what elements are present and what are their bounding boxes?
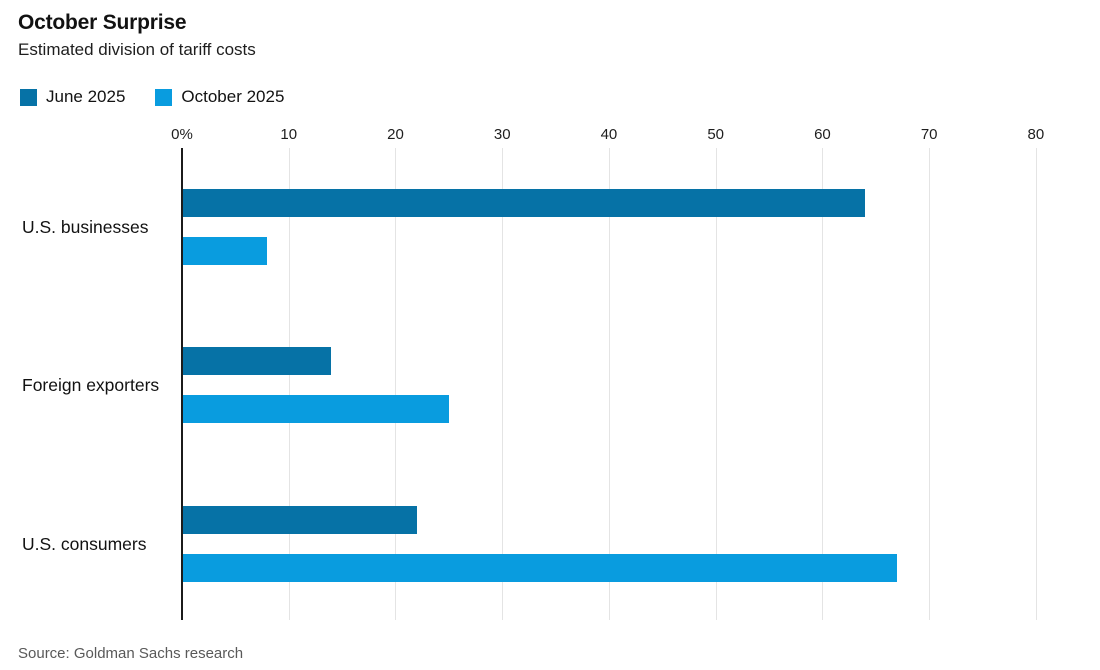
x-tick-label: 10 [280, 126, 298, 143]
x-tick-label: 80 [1027, 126, 1045, 143]
legend-label-october-2025: October 2025 [181, 87, 285, 106]
x-tick-label: 30 [493, 126, 511, 143]
gridline [288, 148, 290, 620]
gridline [929, 148, 931, 620]
bar-october-2025-foreign-exporters [182, 395, 449, 424]
legend: June 2025 October 2025 [20, 87, 284, 107]
gridline [502, 148, 504, 620]
category-label-u-s-businesses: U.S. businesses [22, 217, 149, 237]
category-label-u-s-consumers: U.S. consumers [22, 533, 147, 554]
y-axis-line [181, 148, 183, 620]
gridline [715, 148, 717, 620]
legend-label-june-2025: June 2025 [46, 87, 126, 106]
chart-subtitle: Estimated division of tariff costs [18, 40, 256, 59]
chart-title: October Surprise [18, 11, 187, 34]
x-tick-label: 40 [600, 126, 618, 143]
plot-area [181, 148, 1085, 620]
bar-october-2025-u-s-businesses [182, 237, 268, 265]
x-tick-label: 70 [920, 126, 938, 143]
x-axis-ticks: 0% 10 20 30 40 50 60 70 80 [171, 126, 1085, 144]
gridline [395, 148, 397, 620]
gridline [822, 148, 824, 620]
legend-item-june-2025: June 2025 [20, 87, 125, 107]
x-tick-label: 0% [171, 126, 193, 143]
x-tick-label: 20 [387, 126, 404, 143]
gridline [608, 148, 610, 620]
bar-june-2025-u-s-businesses [182, 189, 866, 217]
category-label-foreign-exporters: Foreign exporters [22, 375, 160, 396]
gridline [1035, 148, 1037, 620]
legend-swatch-october-2025 [155, 88, 173, 106]
bar-june-2025-foreign-exporters [182, 347, 332, 376]
x-tick-label: 60 [814, 126, 831, 143]
bar-june-2025-u-s-consumers [182, 505, 417, 534]
legend-item-october-2025: October 2025 [155, 87, 284, 107]
x-tick-label: 50 [707, 126, 725, 143]
bar-october-2025-u-s-consumers [182, 553, 898, 582]
source-note: Source: Goldman Sachs research [18, 645, 244, 662]
legend-swatch-june-2025 [20, 88, 37, 106]
